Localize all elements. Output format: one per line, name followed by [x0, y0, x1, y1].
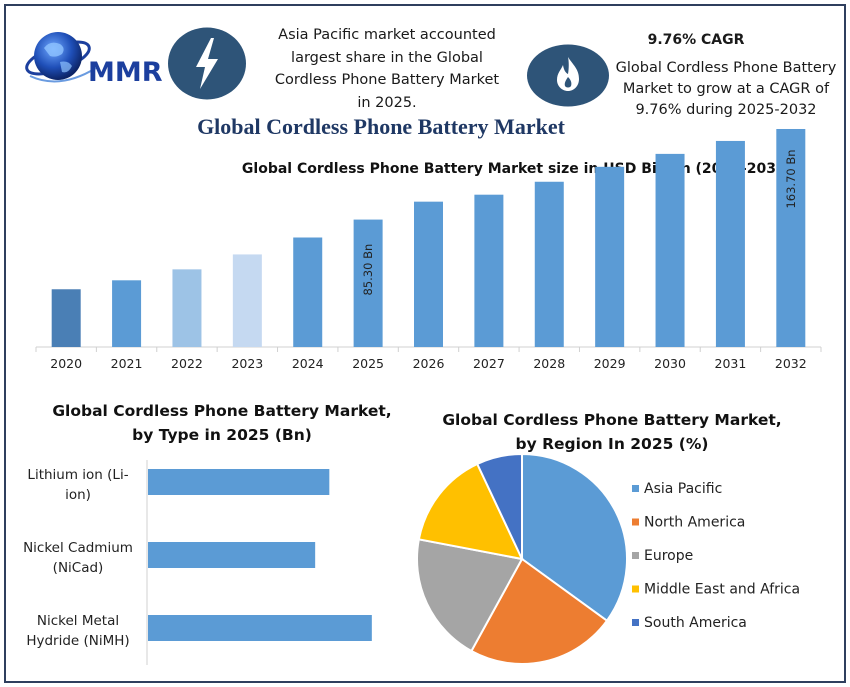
type-bar-1	[148, 542, 316, 568]
type-label: Nickel Metal	[37, 613, 119, 629]
type-chart-title-line-1: Global Cordless Phone Battery Market,	[52, 402, 391, 420]
legend-label: Middle East and Africa	[644, 582, 800, 598]
legend-label: Europe	[644, 548, 693, 564]
mmr-logo: MMR	[25, 32, 163, 88]
x-tick-label: 2031	[715, 356, 747, 371]
region-pie-chart: Global Cordless Phone Battery Market, by…	[416, 411, 800, 665]
cagr-callout: Global Cordless Phone Battery Market to …	[606, 58, 844, 121]
x-tick-label: 2023	[231, 356, 263, 371]
legend-swatch	[632, 585, 639, 593]
bar-2026	[414, 201, 443, 347]
x-tick-label: 2028	[533, 356, 565, 371]
bar-2021	[112, 280, 142, 347]
legend-swatch	[632, 552, 639, 559]
x-tick-label: 2026	[413, 356, 445, 371]
x-tick-label: 2024	[292, 356, 324, 371]
x-tick-label: 2020	[50, 356, 82, 371]
asia-line-2: largest share in the Global	[291, 49, 483, 66]
cagr-line-3: 9.76% during 2025-2032	[635, 102, 817, 118]
cagr-title: 9.76% CAGR	[647, 32, 745, 48]
flame-icon	[557, 57, 579, 91]
bar-chart-title: Global Cordless Phone Battery Market siz…	[242, 161, 792, 177]
asia-line-4: in 2025.	[357, 94, 417, 111]
cagr-line-2: Market to grow at a CAGR of	[622, 81, 830, 97]
bar-2031	[715, 140, 745, 347]
type-bar-0	[148, 469, 330, 495]
type-chart-title-line-2: by Type in 2025 (Bn)	[132, 426, 312, 444]
pie-chart-title-line-1: Global Cordless Phone Battery Market,	[442, 411, 781, 429]
legend-label: Asia Pacific	[644, 481, 722, 497]
asia-pacific-callout: Asia Pacific market accounted largest sh…	[257, 24, 517, 114]
infographic-frame: MMR Asia Pacific market accounted larges…	[4, 4, 846, 683]
legend-swatch	[632, 485, 639, 492]
x-tick-label: 2021	[111, 356, 143, 371]
asia-line-3: Cordless Phone Battery Market	[274, 72, 500, 88]
x-tick-label: 2032	[775, 356, 807, 371]
legend-label: North America	[644, 515, 745, 531]
legend-swatch	[632, 619, 639, 626]
type-label: (NiCad)	[53, 560, 104, 576]
bar-2028	[534, 181, 564, 347]
bar-2022	[172, 269, 202, 347]
type-label: Lithium ion (Li-	[27, 467, 128, 483]
charts-canvas: Global Cordless Phone Battery Market siz…	[23, 128, 822, 665]
type-label: Hydride (NiMH)	[26, 633, 129, 649]
bar-2027	[474, 194, 504, 347]
type-label: ion)	[65, 487, 91, 503]
x-tick-label: 2027	[473, 356, 505, 371]
bar-2024	[293, 237, 323, 347]
market-size-bar-chart: Global Cordless Phone Battery Market siz…	[35, 128, 822, 371]
lightning-bolt-icon	[196, 38, 218, 89]
pie-slice-4	[475, 452, 523, 560]
bar-2032	[776, 128, 806, 347]
bar-2025	[353, 219, 383, 347]
bar-2023	[232, 254, 262, 347]
x-tick-label: 2029	[594, 356, 626, 371]
x-tick-label: 2030	[654, 356, 686, 371]
asia-line-1: Asia Pacific market accounted	[278, 27, 496, 43]
legend-swatch	[632, 518, 639, 526]
data-label-2025: 85.30 Bn	[361, 244, 375, 296]
pie-slice-3	[417, 462, 524, 561]
bar-2020	[51, 289, 81, 347]
type-bar-chart: Global Cordless Phone Battery Market, by…	[23, 402, 392, 665]
main-title: Global Cordless Phone Battery Market	[197, 114, 565, 139]
bar-2030	[655, 153, 685, 347]
flame-badge	[527, 44, 609, 107]
pie-slice-1	[470, 557, 609, 665]
x-tick-label: 2022	[171, 356, 203, 371]
data-label-2032: 163.70 Bn	[784, 149, 798, 208]
bolt-badge	[168, 27, 246, 100]
brand-name: MMR	[88, 57, 163, 88]
pie-slice-0	[521, 452, 628, 623]
pie-slice-2	[416, 538, 524, 653]
type-bar-2	[148, 615, 372, 641]
bar-2029	[595, 166, 625, 347]
cagr-line-1: Global Cordless Phone Battery	[615, 60, 837, 76]
x-tick-label: 2025	[352, 356, 384, 371]
type-label: Nickel Cadmium	[23, 540, 133, 556]
pie-chart-title-line-2: by Region In 2025 (%)	[516, 435, 709, 453]
legend-label: South America	[644, 615, 747, 631]
